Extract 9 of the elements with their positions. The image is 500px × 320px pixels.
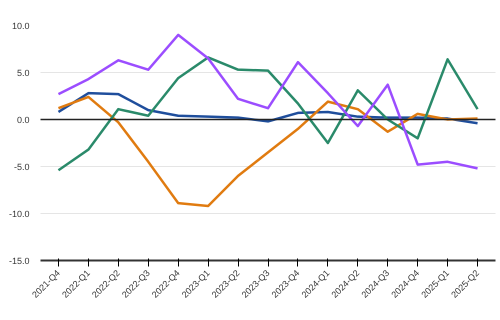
- y-tick-label: -5.0: [14, 162, 30, 172]
- y-tick-label: 0.0: [16, 115, 30, 125]
- line-series: [57, 56, 479, 172]
- y-tick-label: 10.0: [12, 21, 30, 31]
- y-tick-label: -10.0: [8, 209, 30, 219]
- y-tick-label: -15.0: [8, 256, 30, 266]
- y-tick-label: 5.0: [16, 68, 30, 78]
- line-series: [57, 34, 479, 170]
- line-series: [57, 96, 479, 208]
